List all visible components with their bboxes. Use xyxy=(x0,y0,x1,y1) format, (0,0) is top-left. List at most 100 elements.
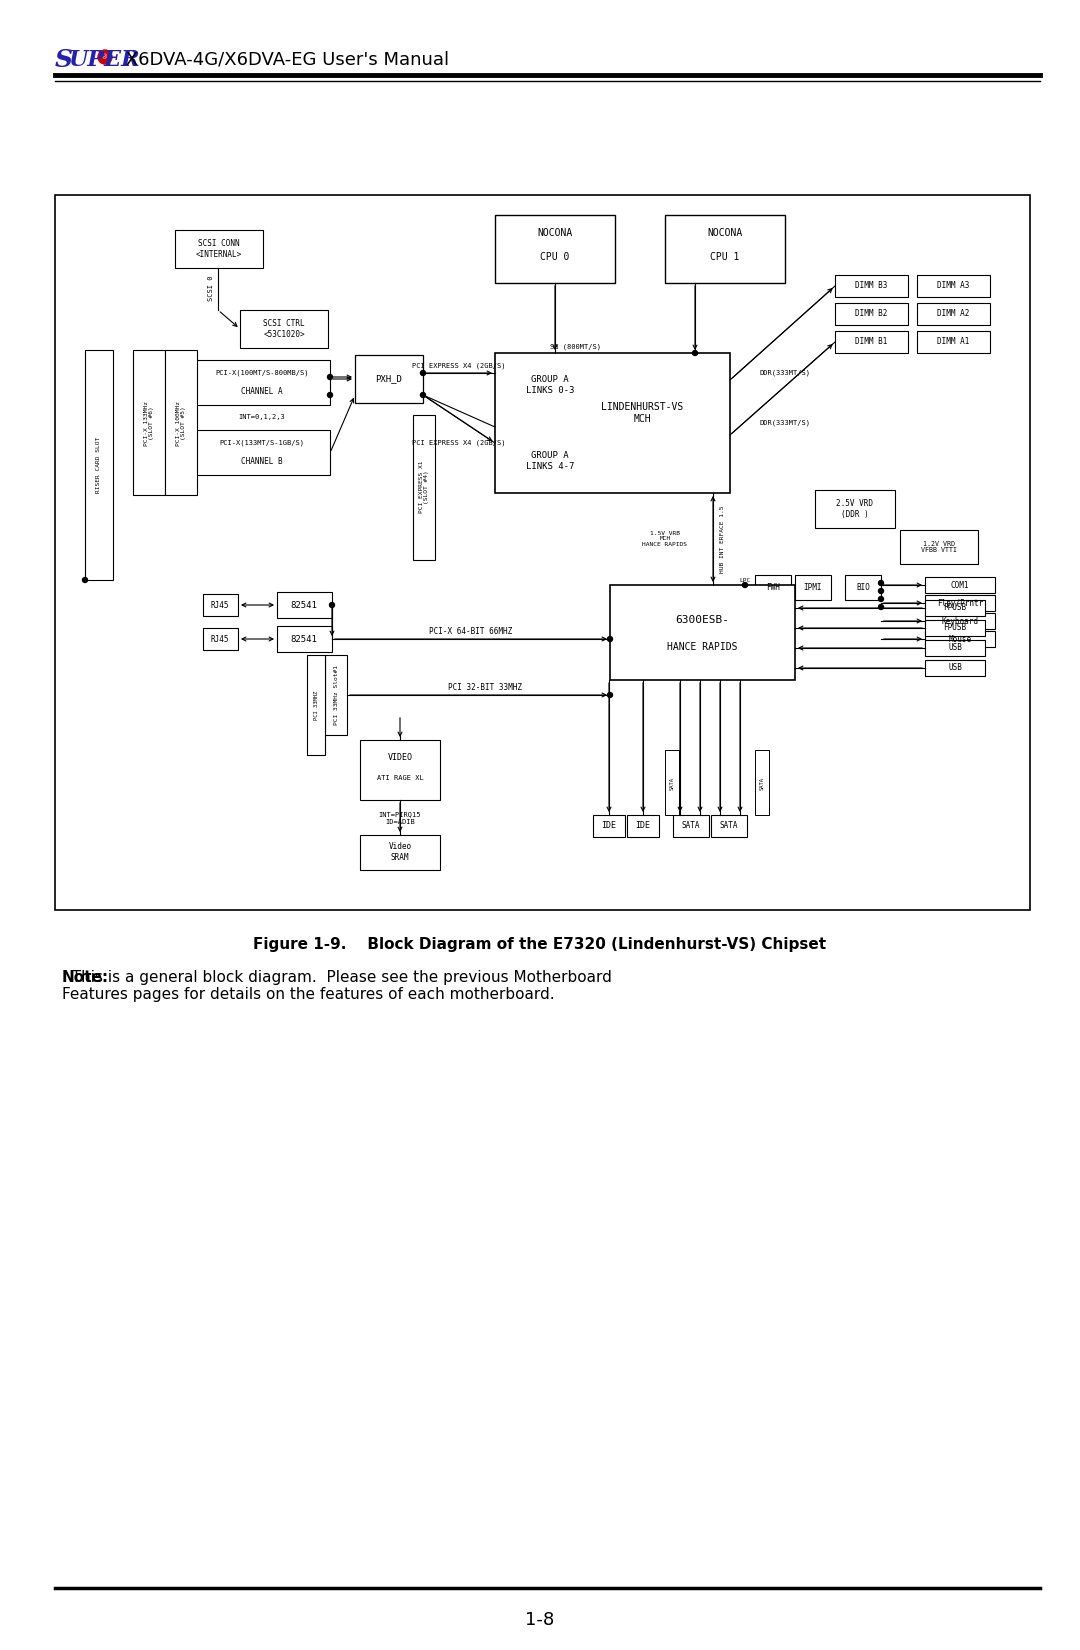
Text: S: S xyxy=(55,48,73,73)
Bar xyxy=(924,660,985,676)
Circle shape xyxy=(82,578,87,582)
Text: CHANNEL A: CHANNEL A xyxy=(241,386,283,396)
Text: DIMM B2: DIMM B2 xyxy=(854,310,887,318)
Circle shape xyxy=(692,350,698,355)
Text: SCSI 0: SCSI 0 xyxy=(208,276,214,300)
Circle shape xyxy=(878,597,883,602)
Text: IDE: IDE xyxy=(635,822,650,830)
Bar xyxy=(924,640,985,657)
Circle shape xyxy=(327,375,333,380)
Bar xyxy=(845,574,881,601)
Text: RJ45: RJ45 xyxy=(211,601,229,609)
Text: CPU 1: CPU 1 xyxy=(711,252,740,262)
Circle shape xyxy=(878,604,883,609)
Text: UPER: UPER xyxy=(68,50,139,71)
Text: FPUSB: FPUSB xyxy=(944,624,967,632)
Circle shape xyxy=(607,637,612,642)
Bar xyxy=(900,530,978,564)
Bar xyxy=(924,596,995,610)
Bar xyxy=(711,815,747,837)
Text: DDR(333MT/S): DDR(333MT/S) xyxy=(759,419,810,426)
Text: GROUP A
LINKS 4-7: GROUP A LINKS 4-7 xyxy=(526,452,575,470)
Bar xyxy=(85,350,113,581)
Bar xyxy=(276,625,332,652)
Bar xyxy=(610,586,795,680)
Bar xyxy=(673,815,708,837)
Text: Keyboard: Keyboard xyxy=(942,617,978,625)
Circle shape xyxy=(420,371,426,376)
Text: SB (800MT/S): SB (800MT/S) xyxy=(550,343,600,350)
Bar xyxy=(665,214,785,284)
Text: SATA: SATA xyxy=(759,777,765,789)
Circle shape xyxy=(98,50,112,64)
Bar xyxy=(924,630,995,647)
Text: 1.5V VRB
MCH
HANCE RAPIDS: 1.5V VRB MCH HANCE RAPIDS xyxy=(643,531,688,548)
Text: ATI RAGE XL: ATI RAGE XL xyxy=(377,776,423,780)
Bar xyxy=(203,629,238,650)
Text: 82541: 82541 xyxy=(291,635,318,644)
Bar xyxy=(924,614,995,629)
Bar xyxy=(240,310,328,348)
Text: LPC: LPC xyxy=(740,579,751,584)
Text: PCI-X 64-BIT 66MHZ: PCI-X 64-BIT 66MHZ xyxy=(430,627,513,635)
Text: DIMM B1: DIMM B1 xyxy=(854,338,887,346)
Text: INT=PIRQ15
ID=ADIB: INT=PIRQ15 ID=ADIB xyxy=(379,812,421,825)
Circle shape xyxy=(327,393,333,398)
Bar xyxy=(924,601,985,615)
Text: 2.5V VRD
(DDR ): 2.5V VRD (DDR ) xyxy=(837,500,874,518)
Text: Flpy/Prntr: Flpy/Prntr xyxy=(936,599,983,607)
Text: GROUP A
LINKS 0-3: GROUP A LINKS 0-3 xyxy=(526,375,575,394)
Bar xyxy=(815,490,895,528)
Bar xyxy=(495,353,730,493)
Bar xyxy=(195,360,330,404)
Text: VIDEO: VIDEO xyxy=(388,754,413,762)
Text: 82541: 82541 xyxy=(291,601,318,609)
Text: 6300ESB-: 6300ESB- xyxy=(675,615,729,625)
Text: PCI-X(100MT/S-800MB/S): PCI-X(100MT/S-800MB/S) xyxy=(215,370,309,376)
Text: SCSI CTRL
<53C1020>: SCSI CTRL <53C1020> xyxy=(264,320,305,338)
Text: LINDENHURST-VS
MCH: LINDENHURST-VS MCH xyxy=(602,403,684,424)
Text: IPMI: IPMI xyxy=(804,582,822,591)
Text: FPUSB: FPUSB xyxy=(944,604,967,612)
Bar xyxy=(917,304,990,325)
Text: DDR(333MT/S): DDR(333MT/S) xyxy=(759,370,810,376)
Text: PCI EXPRESS X1
(SLOT #4): PCI EXPRESS X1 (SLOT #4) xyxy=(419,460,430,513)
Bar xyxy=(593,815,625,837)
Text: PXH_D: PXH_D xyxy=(376,375,403,383)
Text: HANCE RAPIDS: HANCE RAPIDS xyxy=(667,642,738,652)
Text: DIMM A2: DIMM A2 xyxy=(936,310,969,318)
Bar xyxy=(360,835,440,870)
Circle shape xyxy=(743,582,747,587)
Text: X6DVA-4G/X6DVA-EG User's Manual: X6DVA-4G/X6DVA-EG User's Manual xyxy=(120,51,449,69)
Text: IDE: IDE xyxy=(602,822,617,830)
Text: 1.2V VRD
VFBB VTTI: 1.2V VRD VFBB VTTI xyxy=(921,541,957,553)
Text: SATA: SATA xyxy=(719,822,739,830)
Text: DIMM A1: DIMM A1 xyxy=(936,338,969,346)
Text: USB: USB xyxy=(948,644,962,652)
Text: RISER CARD SLOT: RISER CARD SLOT xyxy=(96,437,102,493)
Text: USB: USB xyxy=(948,663,962,673)
Text: PCI 33MHZ: PCI 33MHZ xyxy=(313,690,319,719)
Text: RJ45: RJ45 xyxy=(211,635,229,644)
Circle shape xyxy=(329,602,335,607)
Bar xyxy=(133,350,165,495)
Text: Mouse: Mouse xyxy=(948,635,972,644)
Text: SATA: SATA xyxy=(681,822,700,830)
Bar xyxy=(413,416,435,559)
Bar xyxy=(55,195,1030,911)
Text: SATA: SATA xyxy=(670,777,675,789)
Text: BIO: BIO xyxy=(856,582,869,591)
Bar xyxy=(835,332,908,353)
Bar xyxy=(175,229,264,267)
Text: Note:: Note: xyxy=(62,970,109,985)
Text: DIMM B3: DIMM B3 xyxy=(854,282,887,290)
Text: COM1: COM1 xyxy=(950,581,969,589)
Text: Video
SRAM: Video SRAM xyxy=(389,842,411,861)
Text: PCI EXPRESS X4 (2GB/S): PCI EXPRESS X4 (2GB/S) xyxy=(413,441,505,446)
Text: PCI-X 133MHz
(SLOT #6): PCI-X 133MHz (SLOT #6) xyxy=(144,401,154,446)
Bar xyxy=(165,350,197,495)
Text: NOCONA: NOCONA xyxy=(707,228,743,238)
Bar xyxy=(627,815,659,837)
Bar xyxy=(755,751,769,815)
Bar xyxy=(325,655,347,734)
